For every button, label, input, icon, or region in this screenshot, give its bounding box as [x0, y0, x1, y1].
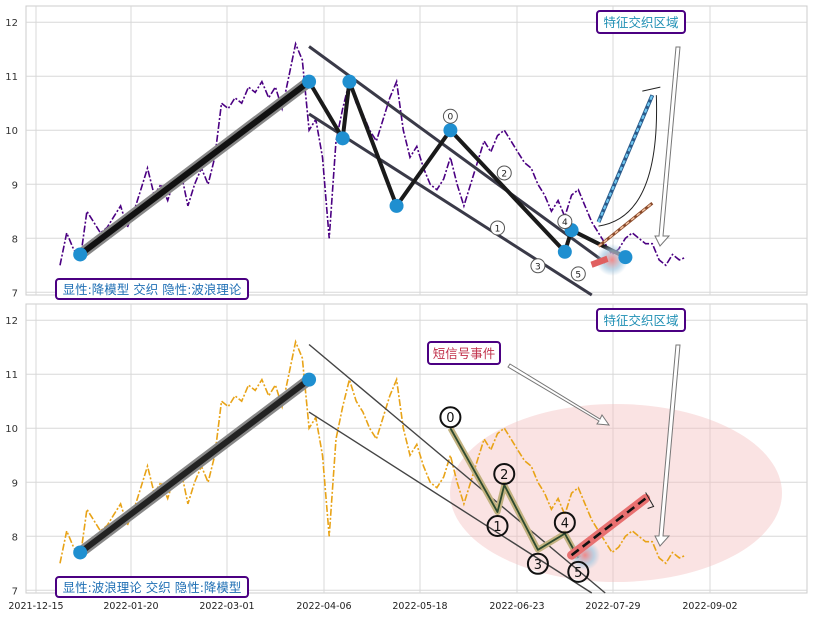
- bottom-panel-series: [59, 339, 687, 565]
- pivot-marker: [73, 247, 88, 262]
- x-tick-label: 2022-07-29: [585, 601, 640, 612]
- pivot-marker: [335, 131, 350, 146]
- y-tick-label: 9: [12, 478, 18, 489]
- top-panel-frame: [25, 5, 808, 296]
- projection-dash: [570, 497, 647, 557]
- top-feature-annotation: 特征交织区域: [596, 10, 686, 34]
- wave-label-circle: [486, 514, 509, 537]
- top-panel-legend-text: 显性:降模型 交织 隐性:波浪理论: [63, 282, 242, 297]
- x-tick-label: 2022-04-06: [296, 601, 351, 612]
- y-tick-label: 7: [12, 586, 18, 597]
- short-signal-annotation-text: 短信号事件: [433, 346, 496, 361]
- pivot-marker: [389, 198, 404, 213]
- y-tick-label: 7: [12, 288, 18, 299]
- wave-label: 0: [448, 113, 454, 123]
- x-tick-label: 2022-06-23: [489, 601, 544, 612]
- x-tick-label: 2022-01-20: [103, 601, 158, 612]
- wave-label: 5: [574, 566, 582, 581]
- bottom-panel-y-ticks: 7 8 9 10 11 12: [5, 316, 18, 597]
- top-panel-y-ticks: 7 8 9 10 11 12: [5, 18, 18, 299]
- trend-leg: [77, 376, 313, 556]
- y-tick-label: 10: [5, 126, 18, 137]
- wave-label-circle: [557, 214, 573, 230]
- pivot-marker: [443, 123, 458, 138]
- y-tick-label: 8: [12, 532, 18, 543]
- y-tick-label: 12: [5, 18, 18, 29]
- wave-label: 1: [493, 520, 501, 535]
- y-tick-label: 11: [5, 72, 18, 83]
- price-series-line: [59, 339, 687, 565]
- x-tick-label: 2022-05-18: [392, 601, 447, 612]
- short-signal-annotation: 短信号事件: [427, 341, 501, 365]
- end-red-marker: [590, 255, 609, 268]
- bottom-panel-legend-text: 显性:波浪理论 交织 隐性:降模型: [63, 580, 242, 595]
- top-panel-series: [59, 41, 687, 267]
- top-panel-legend: 显性:降模型 交织 隐性:波浪理论: [55, 278, 249, 300]
- pivot-marker: [618, 250, 633, 265]
- bottom-panel-legend: 显性:波浪理论 交织 隐性:降模型: [55, 576, 249, 598]
- wave-label-circle: [490, 220, 506, 236]
- top-pointer-arrow: [654, 46, 681, 247]
- wave-label: 4: [561, 517, 569, 532]
- x-tick-label: 2022-09-02: [682, 601, 737, 612]
- wave-label-circle: [442, 108, 458, 124]
- wave-label: 3: [534, 558, 542, 573]
- pivot-marker: [73, 545, 88, 560]
- y-tick-label: 9: [12, 180, 18, 191]
- x-tick-label: 2022-03-01: [199, 601, 254, 612]
- projection-arc: [598, 95, 658, 227]
- projection-bracket: [642, 86, 661, 92]
- top-feature-annotation-text: 特征交织区域: [603, 15, 678, 30]
- x-tick-label: 2021-12-15: [8, 601, 63, 612]
- projection-mid-dash: [598, 202, 653, 247]
- wave-label-circle: [439, 406, 462, 429]
- wave-label-circle: [496, 165, 512, 181]
- bottom-pointer-arrow: [654, 344, 681, 547]
- pivot-marker: [302, 372, 317, 387]
- wave-label: 5: [575, 270, 581, 280]
- wave-label-circle: [493, 462, 516, 485]
- wave-label: 1: [495, 224, 501, 234]
- price-series-line: [59, 41, 687, 267]
- wave-label: 2: [501, 169, 507, 179]
- wave-label-circle: [570, 266, 586, 282]
- wave-label: 4: [562, 218, 568, 228]
- chart-decorations: 0 1 2 3 4 5 0 1 2 3 4 5: [73, 45, 681, 594]
- pivot-marker: [557, 244, 572, 259]
- y-tick-label: 12: [5, 316, 18, 327]
- channel-lower-line: [308, 411, 593, 594]
- wave-label: 0: [446, 411, 454, 426]
- bottom-feature-annotation: 特征交织区域: [596, 308, 686, 332]
- channel-upper-line: [308, 343, 606, 594]
- channel-upper-line: [308, 45, 607, 264]
- end-glow: [595, 243, 628, 276]
- wave-label: 2: [500, 468, 508, 483]
- projection-bracket: [645, 492, 655, 509]
- wave-label: 3: [535, 262, 541, 272]
- pivot-marker: [302, 74, 317, 89]
- trend-leg: [77, 78, 313, 258]
- wave-label-circle: [567, 560, 590, 583]
- wave-label-circle: [553, 511, 576, 534]
- projection-up-dash: [597, 94, 654, 223]
- y-tick-label: 11: [5, 370, 18, 381]
- wave-label-circle: [530, 258, 546, 274]
- y-tick-label: 10: [5, 424, 18, 435]
- bottom-feature-annotation-text: 特征交织区域: [603, 313, 678, 328]
- y-tick-label: 8: [12, 234, 18, 245]
- x-axis-ticks: 2021-12-15 2022-01-20 2022-03-01 2022-04-06…: [8, 601, 737, 612]
- pivot-marker: [342, 74, 357, 89]
- wave-label-circle: [526, 552, 549, 575]
- wave-path: [449, 427, 580, 559]
- short-signal-arrow: [507, 363, 611, 426]
